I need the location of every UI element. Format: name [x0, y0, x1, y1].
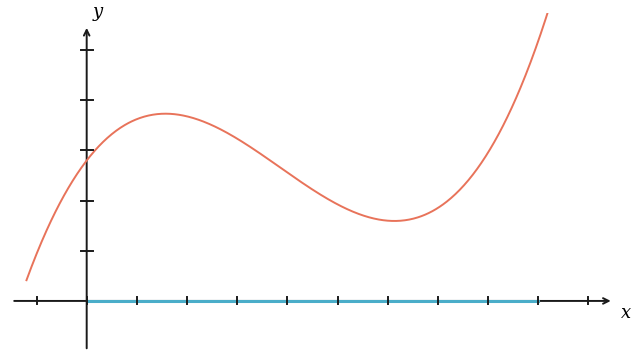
- Text: y: y: [93, 3, 103, 21]
- Text: x: x: [621, 305, 631, 323]
